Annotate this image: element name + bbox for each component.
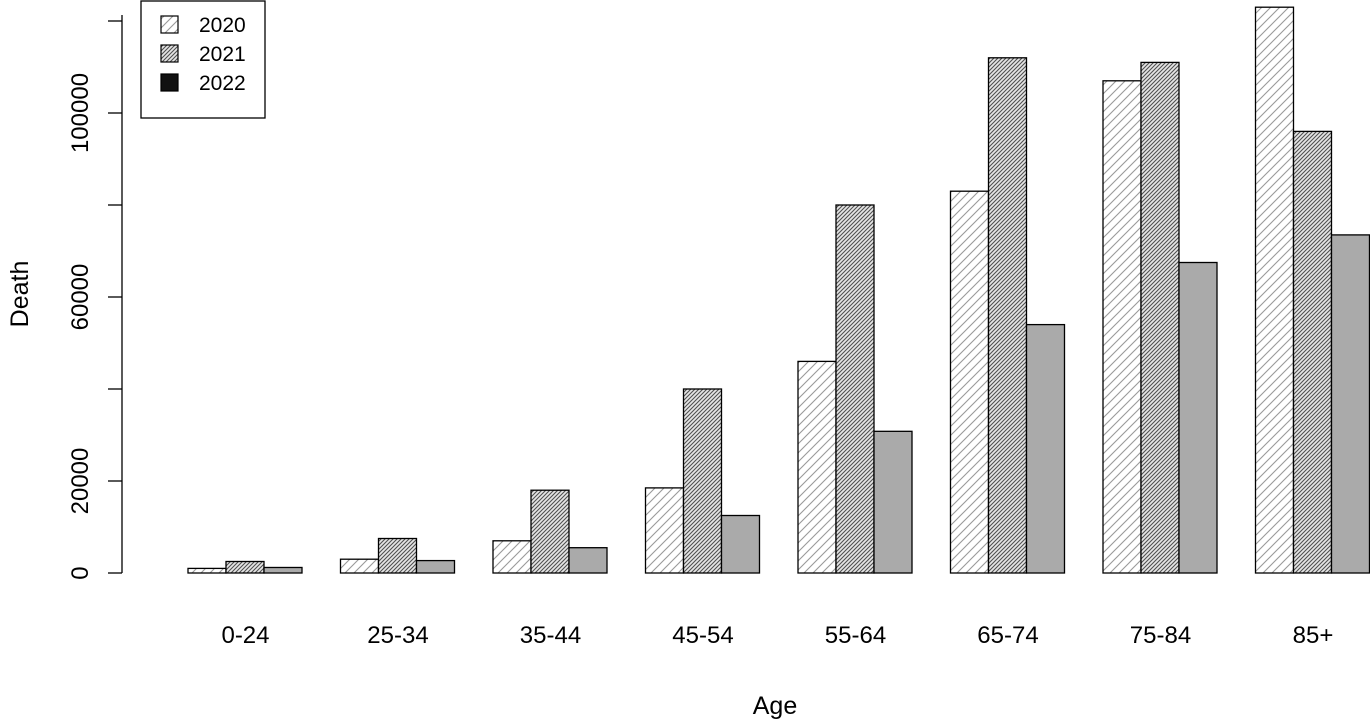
- bar-2020-45-54: [644, 487, 685, 574]
- bar-2022-55-64: [873, 430, 913, 574]
- y-tick-label: 20000: [67, 448, 94, 515]
- bar-2020-55-64: [797, 360, 837, 574]
- bar-2021-65-74: [987, 57, 1028, 574]
- bar-2021-85+: [1292, 130, 1333, 574]
- y-tick-label: 100000: [67, 73, 94, 153]
- y-tick-label: 60000: [67, 264, 94, 331]
- legend-swatch-2020: [160, 15, 179, 34]
- legend: 2020 2021 2022: [140, 0, 266, 119]
- bar-2022-85+: [1330, 234, 1370, 574]
- legend-label-2021: 2021: [199, 43, 246, 66]
- x-tick-label: 25-34: [367, 622, 428, 649]
- x-tick-label: 45-54: [672, 622, 733, 649]
- bar-2022-75-84: [1178, 261, 1218, 574]
- x-tick-label: 35-44: [520, 622, 581, 649]
- bar-2020-85+: [1254, 6, 1295, 574]
- bar-2022-65-74: [1025, 323, 1066, 574]
- bar-2020-35-44: [492, 540, 532, 574]
- bar-2021-75-84: [1140, 61, 1180, 574]
- legend-label-2020: 2020: [199, 14, 246, 37]
- x-axis-title: Age: [753, 692, 797, 720]
- bar-2020-0-24: [187, 567, 227, 574]
- bar-2021-55-64: [835, 204, 875, 574]
- bar-2021-25-34: [377, 537, 418, 574]
- y-axis-title: Death: [6, 261, 34, 328]
- bar-2021-35-44: [530, 489, 570, 574]
- plot-area: [187, 6, 1370, 574]
- x-tick-label: 75-84: [1130, 622, 1191, 649]
- bar-2020-25-34: [339, 558, 380, 574]
- bar-2020-65-74: [949, 190, 990, 574]
- bar-2022-35-44: [568, 547, 608, 574]
- x-tick-label: 0-24: [221, 622, 269, 649]
- y-axis-ticks: 0 20000 60000 100000: [67, 20, 122, 580]
- legend-swatch-2022: [160, 73, 179, 92]
- x-axis-labels: 0-24 25-34 35-44 45-54 55-64 65-74 75-84 85+: [221, 622, 1333, 649]
- x-tick-label: 85+: [1293, 622, 1334, 649]
- bar-2021-0-24: [225, 560, 265, 574]
- y-tick-label: 0: [67, 566, 94, 579]
- bar-2022-0-24: [263, 566, 303, 574]
- bar-2022-45-54: [720, 514, 761, 574]
- legend-swatch-2021: [160, 44, 179, 63]
- legend-label-2022: 2022: [199, 72, 246, 95]
- x-tick-label: 65-74: [977, 622, 1038, 649]
- bar-2022-25-34: [415, 559, 456, 574]
- bar-2021-45-54: [682, 388, 723, 574]
- x-tick-label: 55-64: [825, 622, 886, 649]
- bar-2020-75-84: [1102, 80, 1142, 574]
